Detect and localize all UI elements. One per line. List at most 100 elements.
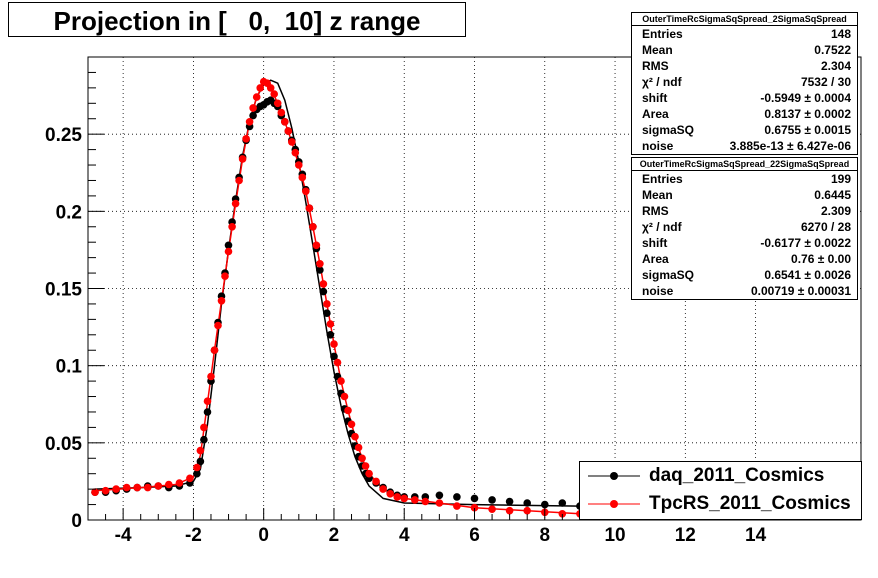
stats-value: 0.6541 ± 0.0026	[764, 268, 851, 282]
stats-value: 0.6755 ± 0.0015	[764, 123, 851, 137]
stats-row: sigmaSQ 0.6541 ± 0.0026	[632, 267, 857, 283]
data-point	[333, 358, 342, 367]
y-tick-label: 0.05	[45, 434, 82, 455]
stats-row: sigmaSQ 0.6755 ± 0.0015	[632, 122, 857, 138]
data-point	[400, 494, 409, 503]
y-tick-label: 0.25	[45, 125, 82, 146]
stats-key: sigmaSQ	[642, 123, 695, 137]
x-tick-label: 0	[258, 525, 269, 546]
y-tick-label: 0.2	[56, 202, 82, 223]
legend-marker-icon	[588, 472, 640, 480]
data-point	[372, 477, 380, 486]
legend-entry-tpcrs: TpcRS_2011_Cosmics	[580, 490, 861, 518]
stats-row: Mean 0.7522	[632, 42, 857, 58]
data-point	[200, 423, 208, 432]
stats-row: RMS 2.304	[632, 58, 857, 74]
data-point	[256, 84, 265, 92]
data-point	[186, 474, 194, 483]
stats-key: Mean	[642, 188, 673, 202]
x-tick-label: 4	[399, 525, 410, 546]
data-point	[323, 300, 331, 308]
data-point	[347, 420, 356, 429]
data-point	[330, 340, 338, 348]
fit-curve	[94, 79, 580, 507]
data-point	[340, 392, 349, 401]
data-point	[242, 135, 250, 143]
stats-value: 0.00719 ± 0.00031	[750, 284, 851, 298]
data-point	[175, 479, 184, 487]
data-point	[393, 493, 402, 501]
data-point	[277, 108, 286, 117]
stats-value: 199	[830, 172, 851, 186]
data-point	[326, 320, 335, 328]
x-tick-label: 14	[745, 525, 767, 546]
data-point	[354, 443, 363, 452]
data-point	[379, 485, 387, 493]
data-point	[358, 454, 366, 463]
data-point	[112, 485, 120, 493]
data-point	[249, 111, 257, 120]
data-point	[207, 372, 215, 381]
stats-box-daq: OuterTimeRcSigmaSqSpread_2SigmaSqSpread …	[631, 12, 858, 155]
data-point	[270, 90, 279, 98]
data-point	[214, 321, 222, 330]
data-point	[101, 486, 110, 495]
fit-curve	[94, 82, 580, 515]
stats-key: noise	[642, 284, 674, 298]
data-point	[295, 161, 303, 169]
x-tick-label: 10	[604, 525, 625, 546]
stats-row: Area 0.76 ± 0.00	[632, 251, 857, 267]
data-series	[91, 77, 584, 518]
stats-key: RMS	[642, 59, 669, 73]
data-point	[210, 346, 219, 355]
stats-key: Entries	[642, 172, 683, 186]
stats-box-tpcrs: OuterTimeRcSigmaSqSpread_22SigmaSqSpread…	[631, 157, 858, 300]
data-point	[435, 491, 444, 500]
data-point	[558, 510, 567, 518]
data-point	[224, 241, 233, 250]
legend-label: TpcRS_2011_Cosmics	[649, 493, 851, 514]
stats-key: χ² / ndf	[642, 220, 682, 234]
data-point	[217, 297, 226, 305]
data-point	[411, 496, 419, 504]
x-tick-label: -2	[185, 525, 202, 546]
x-tick-label: 2	[329, 525, 340, 546]
y-tick-label: 0.15	[45, 280, 82, 301]
data-point	[326, 331, 335, 339]
data-point	[312, 241, 321, 250]
legend: daq_2011_Cosmics TpcRS_2011_Cosmics	[579, 461, 862, 520]
data-point	[319, 287, 328, 296]
data-point	[252, 93, 261, 101]
data-point	[453, 502, 461, 510]
data-point	[249, 104, 257, 112]
stats-key: Entries	[642, 27, 683, 41]
stats-key: sigmaSQ	[642, 268, 695, 282]
data-point	[523, 499, 531, 507]
stats-key: Area	[642, 252, 669, 266]
data-point	[421, 497, 430, 506]
data-point	[302, 187, 310, 196]
stats-key: shift	[642, 236, 668, 250]
stats-title: OuterTimeRcSigmaSqSpread_22SigmaSqSpread	[632, 158, 857, 171]
stats-value: -0.5949 ± 0.0004	[760, 91, 851, 105]
data-point	[505, 506, 514, 515]
stats-title: OuterTimeRcSigmaSqSpread_2SigmaSqSpread	[632, 13, 857, 26]
stats-row: noise 3.885e-13 ± 6.427e-06	[632, 138, 857, 154]
data-point	[224, 247, 233, 256]
stats-key: Mean	[642, 43, 673, 57]
data-point	[298, 173, 307, 182]
x-tick-label: 6	[469, 525, 480, 546]
stats-value: 0.76 ± 0.00	[791, 252, 851, 266]
data-point	[365, 469, 373, 478]
data-point	[488, 496, 496, 504]
data-point	[541, 500, 549, 509]
legend-entry-daq: daq_2011_Cosmics	[580, 462, 861, 490]
data-point	[238, 155, 247, 163]
data-point	[196, 446, 205, 455]
data-point	[235, 176, 243, 185]
data-point	[316, 260, 324, 268]
data-point	[203, 408, 212, 416]
data-point	[193, 469, 201, 478]
data-point	[316, 266, 324, 274]
